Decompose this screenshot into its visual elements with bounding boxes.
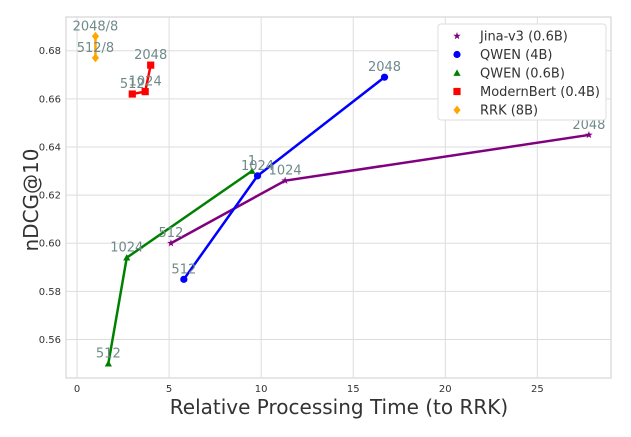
y-tick-label: 0.56 <box>39 335 61 346</box>
x-tick-label: 25 <box>531 384 544 395</box>
data-label: 1 <box>248 154 256 169</box>
data-label: 2048 <box>134 48 167 63</box>
x-tick-label: 10 <box>255 384 268 395</box>
x-tick-label: 20 <box>439 384 452 395</box>
data-label: 1024 <box>269 164 302 179</box>
data-point <box>253 172 262 180</box>
grid <box>66 17 611 378</box>
data-point <box>104 359 112 367</box>
x-tick-label: 0 <box>74 384 80 395</box>
data-point <box>128 90 136 98</box>
data-label: 2048 <box>368 60 401 75</box>
data-point <box>281 176 289 184</box>
y-tick-label: 0.58 <box>39 287 61 298</box>
legend-marker <box>453 105 461 115</box>
data-label: 2048 <box>572 118 605 133</box>
data-point <box>91 31 100 41</box>
series-markers <box>91 31 593 367</box>
data-label: 512/8 <box>77 41 114 56</box>
point-labels: 5121024204851210242048512102415121024204… <box>73 19 606 361</box>
data-point <box>91 53 100 63</box>
legend-label: RRK (8B) <box>480 104 538 119</box>
legend-label: QWEN (0.6B) <box>480 67 565 82</box>
data-point <box>248 167 256 174</box>
x-axis-label: Relative Processing Time (to RRK) <box>170 395 508 419</box>
data-point <box>141 88 149 96</box>
data-point <box>123 254 131 261</box>
data-label: 1024 <box>241 159 274 174</box>
legend-label: ModernBert (0.4B) <box>480 85 600 100</box>
y-tick-label: 0.68 <box>39 46 61 57</box>
legend-label: QWEN (4B) <box>480 48 553 63</box>
y-tick-label: 0.62 <box>39 191 61 202</box>
legend-marker <box>453 69 461 76</box>
data-label: 512 <box>159 226 184 241</box>
y-tick-label: 0.60 <box>39 239 61 250</box>
x-tick-label: 5 <box>166 384 172 395</box>
y-tick-label: 0.66 <box>39 94 61 105</box>
data-point <box>180 275 188 283</box>
data-point <box>147 61 155 69</box>
legend-label: Jina-v3 (0.6B) <box>479 30 568 45</box>
legend-box <box>437 23 607 121</box>
data-label: 2048/8 <box>73 19 119 34</box>
y-tick-label: 0.64 <box>39 142 61 153</box>
data-point <box>380 73 389 81</box>
data-label: 1024 <box>110 241 143 256</box>
data-point <box>167 239 175 247</box>
x-ticks: 0 5 10 15 20 25 <box>74 384 544 395</box>
legend-marker <box>453 87 461 96</box>
legend-marker <box>453 50 461 59</box>
data-label: 1024 <box>129 75 162 90</box>
data-point <box>585 130 593 139</box>
legend: Jina-v3 (0.6B) QWEN (4B) QWEN (0.6B) Modern… <box>437 23 607 121</box>
data-label: 512 <box>171 262 196 277</box>
data-label: 512 <box>120 77 145 92</box>
y-ticks: 0.56 0.58 0.60 0.62 0.64 0.66 0.68 <box>39 46 61 346</box>
legend-marker <box>453 32 461 40</box>
y-axis-label: nDCG@10 <box>19 149 43 252</box>
data-label: 512 <box>96 347 121 362</box>
x-tick-label: 15 <box>347 384 360 395</box>
